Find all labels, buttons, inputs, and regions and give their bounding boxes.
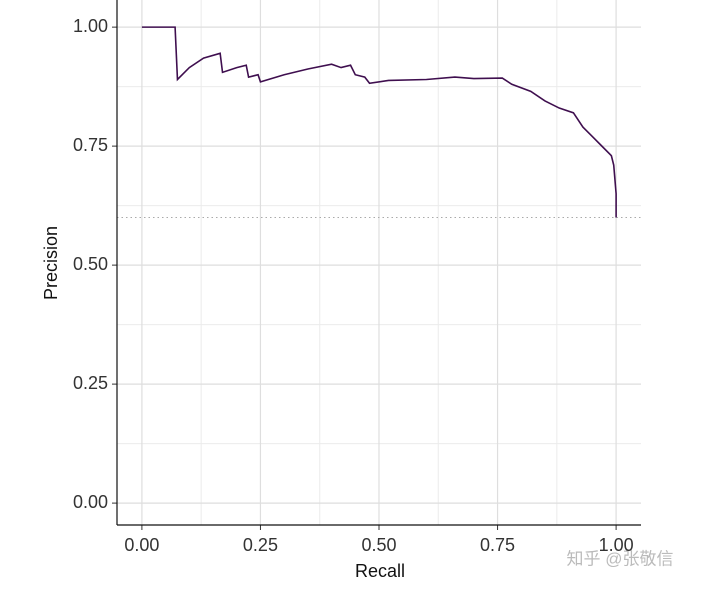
x-tick-label: 0.00: [124, 535, 159, 555]
y-tick-label: 0.75: [73, 135, 108, 155]
y-tick-label: 0.25: [73, 373, 108, 393]
x-tick-label: 1.00: [599, 535, 634, 555]
y-tick-label: 0.00: [73, 492, 108, 512]
x-axis-title: Recall: [355, 561, 405, 581]
pr-curve: [141, 26, 617, 218]
x-tick-label: 0.25: [243, 535, 278, 555]
watermark: 知乎 @张敬信: [567, 549, 674, 568]
y-tick-label: 1.00: [73, 16, 108, 36]
x-tick-label: 0.75: [480, 535, 515, 555]
x-tick-label: 0.50: [361, 535, 396, 555]
y-axis-title: Precision: [41, 226, 61, 300]
y-tick-label: 0.50: [73, 254, 108, 274]
